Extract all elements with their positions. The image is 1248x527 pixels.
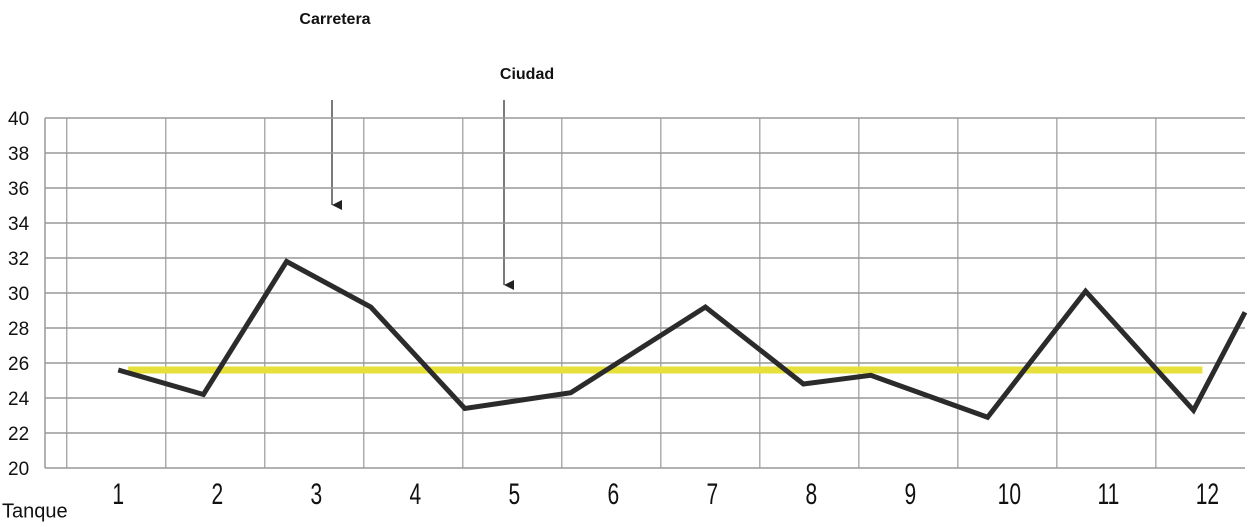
x-tick-label: 3 [310, 478, 322, 510]
x-tick-label: 6 [607, 478, 619, 510]
y-tick-label: 32 [8, 249, 29, 270]
x-tick-label: 4 [409, 478, 421, 510]
y-tick-label: 38 [8, 144, 29, 165]
x-tick-label: 5 [508, 478, 520, 510]
y-tick-label: 26 [8, 354, 29, 375]
annotation: Carretera [299, 11, 370, 28]
x-tick-label: 7 [706, 478, 718, 510]
y-tick-label: 34 [8, 214, 30, 235]
y-tick-label: 24 [8, 389, 30, 410]
y-tick-label: 22 [8, 424, 29, 445]
x-tick-label: 2 [211, 478, 223, 510]
y-tick-label: 40 [8, 109, 29, 130]
y-tick-label: 28 [8, 319, 29, 340]
x-tick-label: 8 [806, 478, 818, 510]
x-tick-label: 1 [112, 478, 124, 510]
data-line [117, 258, 1248, 421]
y-tick-label: 20 [8, 459, 29, 480]
y-tick-label: 36 [8, 179, 29, 200]
y-tick-label: 30 [8, 284, 29, 305]
x-tick-label: 9 [905, 478, 917, 510]
x-tick-label: 12 [1196, 478, 1219, 510]
x-tick-label: 11 [1097, 478, 1119, 510]
annotation: Ciudad [500, 66, 554, 83]
x-tick-label: 10 [998, 478, 1021, 510]
x-axis-label: Tanque [2, 500, 68, 522]
